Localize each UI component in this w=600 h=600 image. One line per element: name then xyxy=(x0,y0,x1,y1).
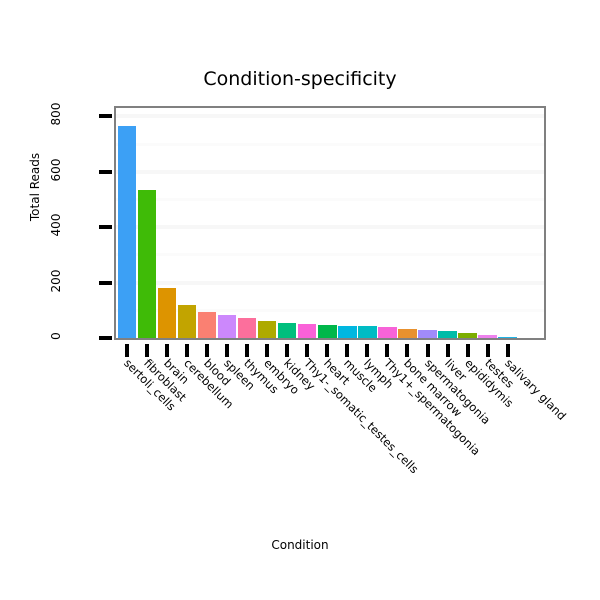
x-tick-mark xyxy=(325,344,330,357)
y-tick-mark xyxy=(99,280,112,285)
bar[interactable] xyxy=(137,190,157,338)
y-tick-label: 800 xyxy=(49,102,63,126)
gridline-minor xyxy=(116,197,544,201)
bar[interactable] xyxy=(338,325,357,338)
bar[interactable] xyxy=(378,327,397,338)
bar[interactable] xyxy=(117,125,137,338)
x-tick-label: salivary gland xyxy=(501,356,569,423)
x-tick-mark xyxy=(205,344,209,357)
gridline-minor xyxy=(116,253,544,257)
bar[interactable] xyxy=(257,320,277,338)
y-axis-title: Total Reads xyxy=(28,152,42,222)
x-tick-mark xyxy=(265,344,270,357)
x-tick-mark xyxy=(345,344,350,357)
x-tick-mark xyxy=(124,344,129,357)
gridline-minor xyxy=(116,142,544,146)
y-tick-mark xyxy=(99,169,112,174)
x-tick-mark xyxy=(445,344,450,357)
y-tick-label: 200 xyxy=(49,269,63,293)
bar[interactable] xyxy=(318,324,337,338)
bar[interactable] xyxy=(298,323,317,338)
y-tick-mark xyxy=(99,225,112,230)
x-tick-mark xyxy=(365,344,370,357)
gridline-major xyxy=(116,169,544,174)
gridline-major xyxy=(116,225,544,230)
x-tick-mark xyxy=(245,344,250,357)
y-tick-label: 400 xyxy=(49,213,63,237)
bar[interactable] xyxy=(197,312,217,338)
bar[interactable] xyxy=(458,333,477,338)
x-tick-mark xyxy=(485,344,490,357)
bar[interactable] xyxy=(498,336,517,338)
x-tick-mark xyxy=(225,344,230,357)
x-tick-mark xyxy=(144,344,149,357)
bar[interactable] xyxy=(217,315,237,338)
x-tick-mark xyxy=(285,344,290,357)
bar[interactable] xyxy=(358,326,377,338)
bar[interactable] xyxy=(398,328,417,338)
x-tick-mark xyxy=(164,344,169,357)
x-tick-mark xyxy=(305,344,310,357)
gridline-major xyxy=(116,280,544,285)
bar[interactable] xyxy=(438,331,457,338)
page-title: Condition-specificity xyxy=(203,68,397,90)
bar[interactable] xyxy=(237,318,257,338)
bar[interactable] xyxy=(177,304,197,338)
bar[interactable] xyxy=(277,322,297,338)
x-axis-title: Condition xyxy=(271,538,329,552)
x-tick-mark xyxy=(425,344,430,357)
bar[interactable] xyxy=(418,329,437,338)
y-tick-label: 600 xyxy=(49,158,63,182)
gridline-major xyxy=(116,114,544,119)
bar[interactable] xyxy=(157,288,177,338)
x-tick-mark xyxy=(465,344,470,357)
gridline-minor xyxy=(116,308,544,312)
bar-series xyxy=(116,108,544,338)
bar[interactable] xyxy=(478,335,497,338)
x-tick-mark xyxy=(385,344,390,357)
x-tick-mark xyxy=(405,344,410,357)
plot-panel xyxy=(114,106,546,340)
x-tick-mark xyxy=(184,344,189,357)
y-tick-label: 0 xyxy=(49,332,63,340)
y-tick-mark xyxy=(99,114,112,119)
y-tick-mark xyxy=(99,336,112,340)
x-tick-mark xyxy=(505,344,510,357)
